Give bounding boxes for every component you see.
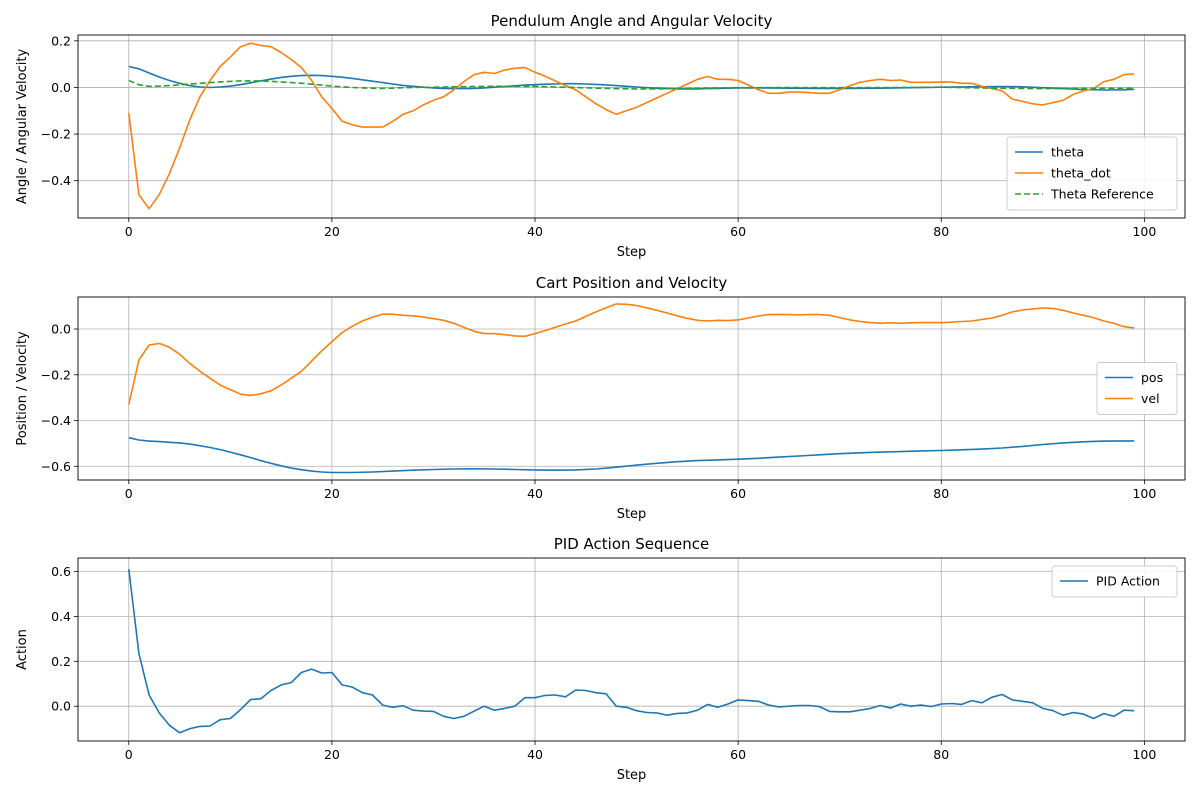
x-axis-label: Step [617,245,647,260]
y-tick-label: 0.6 [51,564,71,579]
x-tick-label: 80 [933,224,949,239]
y-axis-label: Action [15,629,30,670]
legend-box [1096,362,1178,415]
y-tick-label: 0.2 [51,654,71,669]
legend: pos vel [1096,362,1178,415]
series-line-pid-action [128,569,1135,734]
legend-label: PID Action [1096,574,1160,589]
legend-box [1006,136,1178,211]
y-tick-label: −0.2 [41,367,71,382]
x-tick-label: 20 [324,486,340,501]
x-tick-label: 0 [125,747,133,762]
series-line-pos [128,436,1135,474]
legend: PID Action [1051,565,1178,598]
chart-2: 0 20 40 60 80 100 −0.6 −0.4 −0.2 0.0 Cart Position… [15,274,1186,522]
x-tick-label: 20 [324,224,340,239]
x-tick-label: 100 [1132,747,1156,762]
x-tick-label: 80 [933,747,949,762]
x-tick-label: 40 [527,486,543,501]
y-tick-label: 0.0 [51,322,71,337]
plot-frame [77,296,1186,481]
legend-label: vel [1141,391,1160,406]
y-axis-label: Position / Velocity [15,331,30,446]
series-line-theta-dot [128,42,1135,210]
y-tick-label: −0.6 [41,459,71,474]
chart-3: 0 20 40 60 80 100 0.0 0.2 0.4 0.6 PID Action Seque… [15,535,1186,783]
legend: theta theta_dot Theta Reference [1006,136,1178,211]
x-axis-label: Step [617,768,647,783]
x-tick-label: 100 [1132,486,1156,501]
series-line-theta-reference [128,79,1135,90]
x-tick-label: 0 [125,224,133,239]
plot-frame [77,557,1186,742]
x-tick-label: 80 [933,486,949,501]
x-tick-label: 100 [1132,224,1156,239]
chart-1: 0 20 40 60 80 100 −0.4 −0.2 0.0 0.2 Pendulum Angle… [15,12,1186,260]
series-line-vel [128,303,1135,405]
x-tick-label: 60 [730,747,746,762]
legend-box [1051,565,1178,598]
chart-title: PID Action Sequence [554,535,710,553]
chart-title: Pendulum Angle and Angular Velocity [491,12,773,30]
x-axis-label: Step [617,507,647,522]
y-axis-label: Angle / Angular Velocity [15,49,30,205]
x-tick-label: 60 [730,224,746,239]
x-tick-label: 40 [527,747,543,762]
y-tick-label: −0.4 [41,413,71,428]
x-tick-label: 40 [527,224,543,239]
y-tick-label: −0.2 [41,127,71,142]
plot-frame [77,34,1186,219]
y-tick-label: 0.0 [51,699,71,714]
y-tick-label: 0.4 [51,609,71,624]
y-tick-label: 0.0 [51,80,71,95]
legend-label: theta [1051,145,1084,160]
x-tick-label: 0 [125,486,133,501]
legend-label: Theta Reference [1050,187,1154,202]
y-tick-label: 0.2 [51,33,71,48]
x-tick-label: 20 [324,747,340,762]
legend-label: pos [1141,370,1163,385]
x-tick-label: 60 [730,486,746,501]
chart-title: Cart Position and Velocity [536,274,728,292]
legend-label: theta_dot [1051,166,1111,181]
y-tick-label: −0.4 [41,173,71,188]
